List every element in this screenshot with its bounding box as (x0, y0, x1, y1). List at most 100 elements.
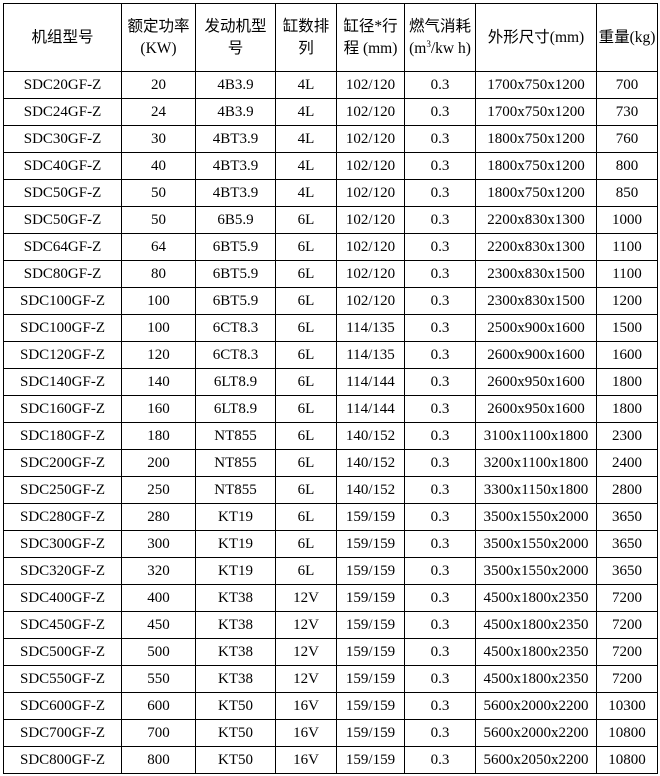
cell-gas-consumption: 0.3 (404, 719, 476, 747)
cell-gas-consumption: 0.3 (404, 638, 476, 666)
cell-cylinders: 6L (275, 260, 337, 288)
cell-power: 300 (121, 530, 196, 558)
cell-cylinders: 12V (275, 611, 337, 639)
cell-dimensions: 2600x900x1600 (475, 341, 597, 369)
cell-dimensions: 2200x830x1300 (475, 206, 597, 234)
cell-gas-consumption: 0.3 (404, 746, 476, 774)
cell-weight: 1100 (596, 233, 658, 261)
cell-power: 280 (121, 503, 196, 531)
cell-bore-stroke: 102/120 (336, 287, 405, 315)
cell-weight: 7200 (596, 638, 658, 666)
cell-model: SDC280GF-Z (3, 503, 122, 531)
cell-gas-consumption: 0.3 (404, 206, 476, 234)
cell-model: SDC300GF-Z (3, 530, 122, 558)
cell-gas-consumption: 0.3 (404, 611, 476, 639)
cell-weight: 760 (596, 125, 658, 153)
table-row: SDC250GF-Z 250 NT855 6L 140/152 0.3 3300x1150x… (3, 476, 658, 504)
cell-dimensions: 4500x1800x2350 (475, 665, 597, 693)
cell-engine: KT50 (195, 719, 276, 747)
cell-bore-stroke: 159/159 (336, 584, 405, 612)
cell-gas-consumption: 0.3 (404, 476, 476, 504)
cell-power: 800 (121, 746, 196, 774)
cell-weight: 1200 (596, 287, 658, 315)
header-weight: 重量(kg) (596, 3, 658, 72)
table-row: SDC20GF-Z 20 4B3.9 4L 102/120 0.3 1700x750x120… (3, 71, 658, 99)
cell-model: SDC250GF-Z (3, 476, 122, 504)
cell-dimensions: 3200x1100x1800 (475, 449, 597, 477)
cell-model: SDC140GF-Z (3, 368, 122, 396)
cell-gas-consumption: 0.3 (404, 530, 476, 558)
cell-cylinders: 6L (275, 422, 337, 450)
cell-gas-consumption: 0.3 (404, 557, 476, 585)
cell-power: 320 (121, 557, 196, 585)
cell-engine: KT50 (195, 746, 276, 774)
cell-power: 50 (121, 179, 196, 207)
cell-power: 200 (121, 449, 196, 477)
cell-engine: KT38 (195, 611, 276, 639)
cell-dimensions: 4500x1800x2350 (475, 584, 597, 612)
cell-cylinders: 6L (275, 530, 337, 558)
cell-gas-consumption: 0.3 (404, 395, 476, 423)
table-row: SDC100GF-Z 100 6CT8.3 6L 114/135 0.3 2500x900x… (3, 314, 658, 342)
cell-weight: 1800 (596, 368, 658, 396)
cell-model: SDC600GF-Z (3, 692, 122, 720)
cell-weight: 2400 (596, 449, 658, 477)
cell-bore-stroke: 114/144 (336, 395, 405, 423)
cell-dimensions: 2600x950x1600 (475, 395, 597, 423)
cell-gas-consumption: 0.3 (404, 665, 476, 693)
cell-bore-stroke: 140/152 (336, 476, 405, 504)
header-engine: 发动机型号 (195, 3, 276, 72)
cell-cylinders: 6L (275, 476, 337, 504)
cell-bore-stroke: 102/120 (336, 179, 405, 207)
cell-engine: NT855 (195, 422, 276, 450)
cell-engine: 6CT8.3 (195, 341, 276, 369)
cell-engine: KT38 (195, 665, 276, 693)
cell-engine: 6LT8.9 (195, 395, 276, 423)
cell-power: 250 (121, 476, 196, 504)
cell-bore-stroke: 102/120 (336, 71, 405, 99)
cell-model: SDC50GF-Z (3, 179, 122, 207)
cell-dimensions: 3500x1550x2000 (475, 530, 597, 558)
cell-bore-stroke: 159/159 (336, 530, 405, 558)
cell-engine: 4BT3.9 (195, 152, 276, 180)
cell-engine: 6LT8.9 (195, 368, 276, 396)
cell-dimensions: 3300x1150x1800 (475, 476, 597, 504)
cell-bore-stroke: 102/120 (336, 98, 405, 126)
cell-weight: 2800 (596, 476, 658, 504)
cell-bore-stroke: 140/152 (336, 422, 405, 450)
cell-engine: 4B3.9 (195, 71, 276, 99)
table-row: SDC800GF-Z 800 KT50 16V 159/159 0.3 5600x2050x… (3, 746, 658, 774)
cell-weight: 10300 (596, 692, 658, 720)
cell-engine: 4BT3.9 (195, 179, 276, 207)
cell-weight: 1100 (596, 260, 658, 288)
table-row: SDC280GF-Z 280 KT19 6L 159/159 0.3 3500x1550x2… (3, 503, 658, 531)
table-row: SDC40GF-Z 40 4BT3.9 4L 102/120 0.3 1800x750x12… (3, 152, 658, 180)
table-row: SDC80GF-Z 80 6BT5.9 6L 102/120 0.3 2300x830x15… (3, 260, 658, 288)
cell-model: SDC180GF-Z (3, 422, 122, 450)
cell-gas-consumption: 0.3 (404, 71, 476, 99)
cell-cylinders: 6L (275, 557, 337, 585)
cell-engine: KT38 (195, 638, 276, 666)
cell-dimensions: 2500x900x1600 (475, 314, 597, 342)
cell-power: 120 (121, 341, 196, 369)
cell-power: 550 (121, 665, 196, 693)
header-row: 机组型号 额定功率 (KW) 发动机型号 缸数排列 缸径*行程 (mm) 燃气消耗… (3, 3, 658, 72)
cell-dimensions: 2300x830x1500 (475, 287, 597, 315)
header-gas-consumption: 燃气消耗 (m3/kw h) (404, 3, 476, 72)
cell-weight: 10800 (596, 719, 658, 747)
cell-model: SDC100GF-Z (3, 314, 122, 342)
cell-bore-stroke: 140/152 (336, 449, 405, 477)
cell-cylinders: 6L (275, 395, 337, 423)
cell-power: 450 (121, 611, 196, 639)
cell-bore-stroke: 102/120 (336, 125, 405, 153)
cell-weight: 800 (596, 152, 658, 180)
table-row: SDC400GF-Z 400 KT38 12V 159/159 0.3 4500x1800x… (3, 584, 658, 612)
cell-dimensions: 2300x830x1500 (475, 260, 597, 288)
cell-weight: 1600 (596, 341, 658, 369)
cell-weight: 700 (596, 71, 658, 99)
cell-bore-stroke: 159/159 (336, 611, 405, 639)
cell-cylinders: 6L (275, 287, 337, 315)
header-power: 额定功率 (KW) (121, 3, 196, 72)
cell-power: 20 (121, 71, 196, 99)
cell-bore-stroke: 159/159 (336, 665, 405, 693)
